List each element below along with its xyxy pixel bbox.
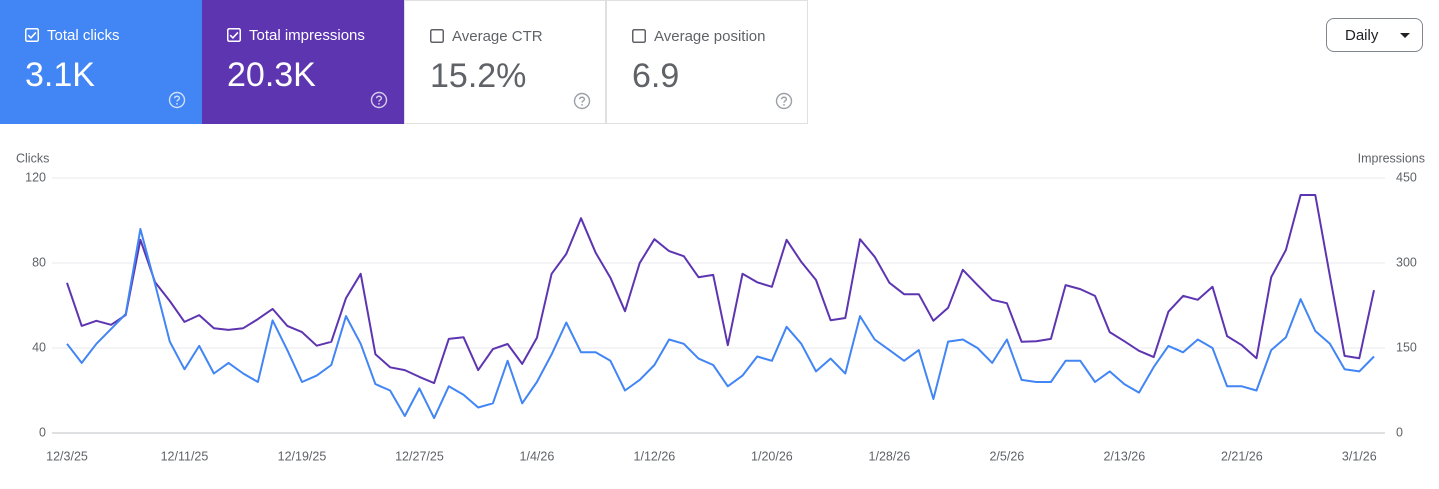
y2-tick-label: 300 [1396, 255, 1417, 269]
metric-card[interactable]: Total impressions 20.3K [202, 0, 404, 124]
series-line [66, 194, 1375, 385]
x-tick-label: 12/27/25 [395, 449, 444, 463]
metric-card[interactable]: Total clicks 3.1K [0, 0, 202, 124]
metric-card[interactable]: Average CTR 15.2% [404, 0, 606, 124]
metric-label: Average CTR [452, 28, 543, 45]
checkbox[interactable] [25, 28, 39, 42]
x-tick-label: 12/11/25 [161, 449, 209, 463]
x-tick-label: 1/12/26 [634, 449, 676, 463]
y2-tick-label: 150 [1396, 340, 1417, 354]
x-tick-label: 2/21/26 [1221, 449, 1263, 463]
metric-value: 6.9 [632, 57, 680, 95]
period-label: Daily [1345, 27, 1379, 44]
series-line [66, 228, 1375, 420]
period-dropdown[interactable]: Daily [1326, 18, 1423, 52]
y-tick-label: 80 [32, 255, 46, 269]
x-tick-label: 1/20/26 [751, 449, 793, 463]
checkbox[interactable] [430, 29, 444, 43]
x-tick-label: 3/1/26 [1342, 449, 1377, 463]
metric-value: 20.3K [227, 56, 316, 94]
y-tick-label: 40 [32, 340, 46, 354]
metric-value: 15.2% [430, 57, 527, 95]
checkbox[interactable] [227, 28, 241, 42]
metric-label: Total impressions [249, 27, 365, 44]
x-tick-label: 1/4/26 [520, 449, 555, 463]
metric-label: Total clicks [47, 27, 120, 44]
metric-label: Average position [654, 28, 766, 45]
x-tick-label: 12/3/25 [46, 449, 88, 463]
y2-tick-label: 0 [1396, 425, 1403, 439]
checkbox[interactable] [632, 29, 646, 43]
dropdown-arrow [1400, 33, 1410, 38]
y-tick-label: 0 [39, 425, 46, 439]
y-tick-label: 120 [25, 170, 46, 184]
y-axis-title: Clicks [16, 151, 49, 165]
x-tick-label: 12/19/25 [278, 449, 327, 463]
y2-axis-title: Impressions [1358, 151, 1425, 165]
y2-tick-label: 450 [1396, 170, 1417, 184]
help-icon[interactable] [573, 92, 591, 110]
x-tick-label: 2/13/26 [1103, 449, 1145, 463]
help-icon[interactable] [168, 91, 186, 109]
help-icon[interactable] [370, 91, 388, 109]
x-tick-label: 2/5/26 [989, 449, 1024, 463]
x-tick-label: 1/28/26 [869, 449, 911, 463]
metric-value: 3.1K [25, 56, 95, 94]
help-icon[interactable] [775, 92, 793, 110]
metric-card[interactable]: Average position 6.9 [606, 0, 808, 124]
